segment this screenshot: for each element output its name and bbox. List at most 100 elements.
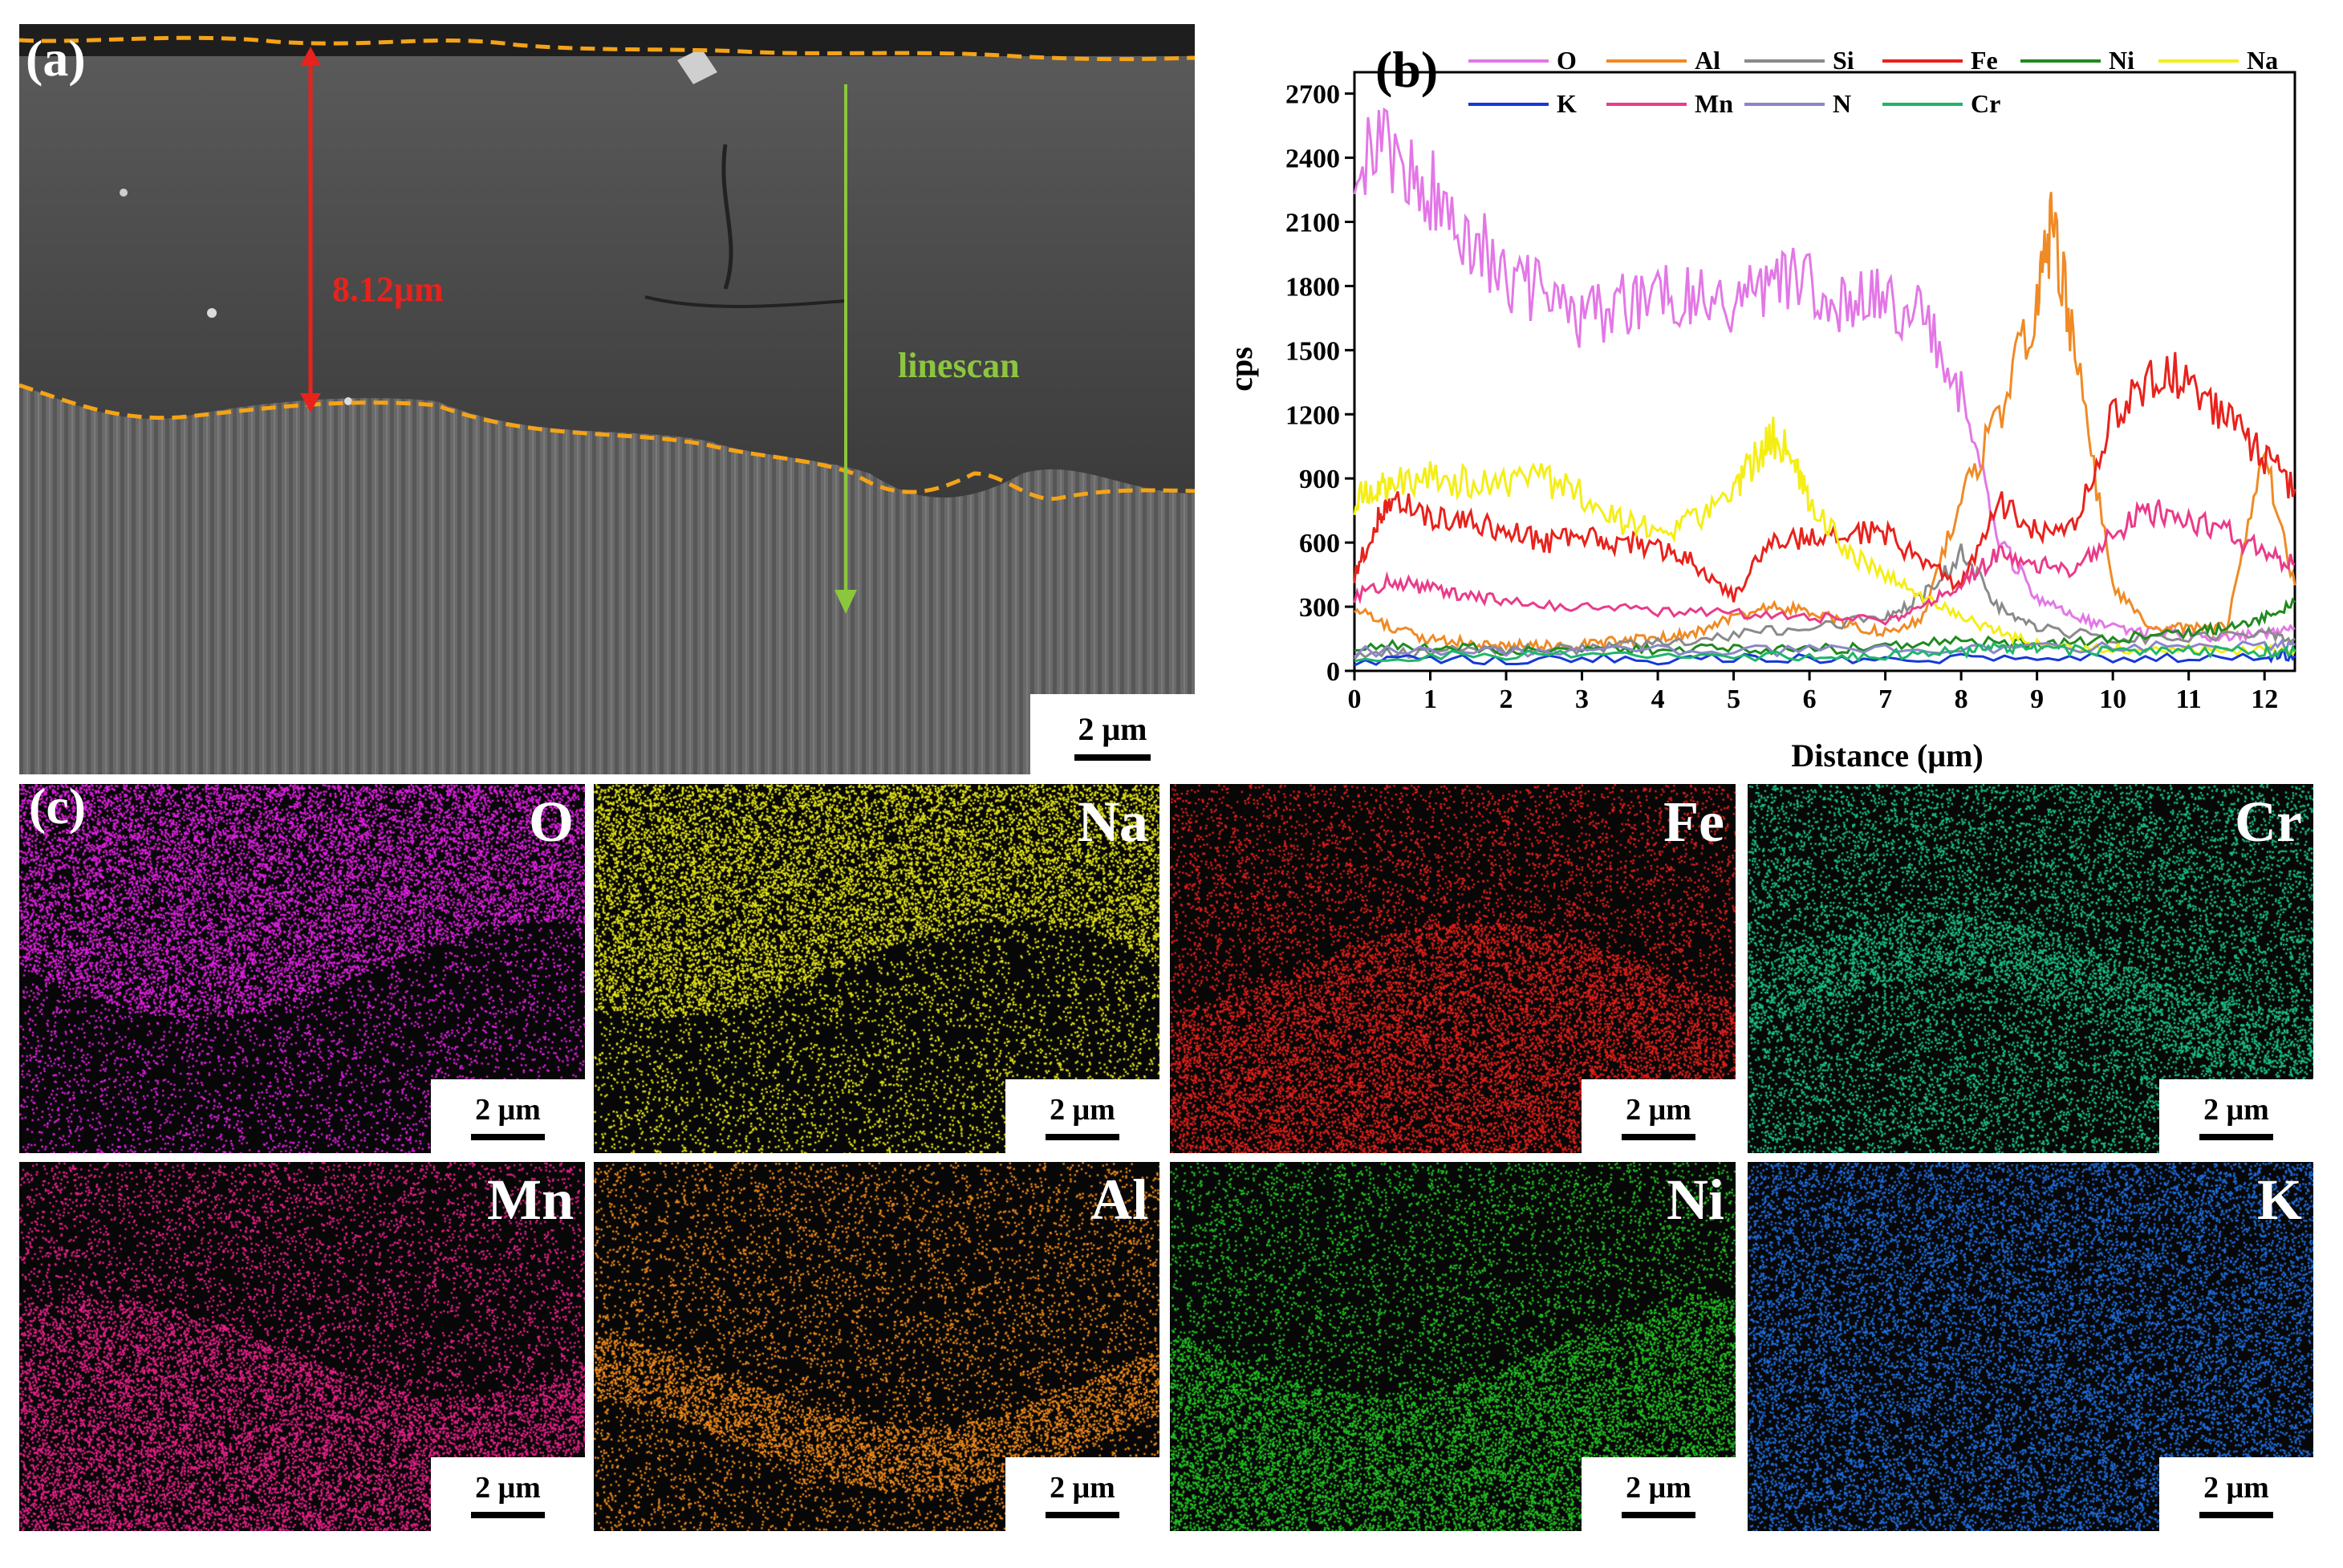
scale-bar: 2 μm: [2159, 1079, 2313, 1153]
scale-bar-text: 2 μm: [2203, 1093, 2269, 1127]
scale-bar: 2 μm: [431, 1457, 585, 1531]
y-tick-label: 2700: [1285, 80, 1340, 110]
x-tick-label: 5: [1727, 684, 1740, 714]
x-tick-label: 3: [1575, 684, 1589, 714]
legend-entry-al: Al: [1606, 46, 1720, 75]
linescan-chart: 0 1 2 3 4 5 6 7 8 9 10 11 12030060090012001500180021…: [1223, 41, 2296, 774]
legend-label: Cr: [1971, 89, 2000, 118]
scale-bar-line: [2199, 1512, 2273, 1518]
x-tick-label: 11: [2176, 684, 2202, 714]
linescan-label: linescan: [898, 346, 1020, 385]
legend-entry-o: O: [1468, 46, 1577, 75]
legend-label: Si: [1833, 46, 1854, 75]
y-tick-label: 900: [1299, 465, 1340, 494]
series-line-k: [1354, 649, 2296, 667]
series-line-al: [1353, 192, 2296, 652]
scale-bar-text: 2 μm: [1050, 1093, 1115, 1127]
scale-bar-text: 2 μm: [1626, 1093, 1691, 1127]
y-tick-label: 600: [1299, 529, 1340, 559]
linescan-arrow: [834, 84, 857, 614]
scale-bar-line: [1046, 1512, 1119, 1518]
element-label: Ni: [1667, 1168, 1724, 1232]
series-line-n: [1353, 638, 2296, 658]
legend-entry-fe: Fe: [1882, 46, 1998, 75]
scale-bar-line: [1074, 754, 1151, 761]
scale-bar-line: [1046, 1134, 1119, 1140]
series-line-mn: [1353, 499, 2296, 626]
legend-entry-k: K: [1468, 89, 1577, 118]
y-tick-label: 1800: [1285, 272, 1340, 302]
element-label: Fe: [1663, 790, 1724, 854]
panel-b-label: (b): [1375, 41, 1438, 98]
legend-entry-mn: Mn: [1606, 89, 1733, 118]
scale-bar-line: [1622, 1134, 1695, 1140]
scale-bar-text: 2 μm: [1078, 711, 1147, 747]
element-map-o: O 2 μm: [19, 784, 585, 1153]
scale-bar: 2 μm: [1005, 1457, 1159, 1531]
series-line-o: [1353, 107, 2296, 644]
scale-bar-line: [2199, 1134, 2273, 1140]
y-tick-label: 1200: [1285, 400, 1340, 430]
panel-a-scale-bar: 2 μm: [1030, 694, 1195, 774]
element-label: Na: [1078, 790, 1148, 854]
legend-label: N: [1833, 89, 1851, 118]
panel-a-sem-image: 8.12μm linescan (a) 2 μm: [19, 24, 1195, 774]
x-tick-label: 4: [1651, 684, 1665, 714]
legend-label: Fe: [1971, 46, 1998, 75]
legend-label: Na: [2247, 46, 2278, 75]
scale-bar: 2 μm: [1582, 1079, 1736, 1153]
legend-label: Ni: [2109, 46, 2134, 75]
oxide-bottom-boundary: [19, 383, 1195, 502]
scale-bar-text: 2 μm: [475, 1471, 541, 1505]
panel-c-label: (c): [29, 778, 87, 835]
legend-entry-n: N: [1744, 89, 1851, 118]
legend-label: Al: [1695, 46, 1720, 75]
scale-bar: 2 μm: [2159, 1457, 2313, 1531]
x-tick-label: 12: [2251, 684, 2278, 714]
element-map-k: K 2 μm: [1748, 1162, 2313, 1531]
x-tick-label: 10: [2099, 684, 2126, 714]
chart-y-axis-label: cps: [1223, 347, 1259, 392]
panel-a-label: (a): [26, 30, 86, 87]
element-label: Mn: [487, 1168, 574, 1232]
scale-bar: 2 μm: [431, 1079, 585, 1153]
element-map-ni: Ni 2 μm: [1170, 1162, 1736, 1531]
x-tick-label: 8: [1955, 684, 1968, 714]
element-label: Cr: [2235, 790, 2302, 854]
scale-bar-text: 2 μm: [2203, 1471, 2269, 1505]
x-tick-label: 9: [2030, 684, 2044, 714]
scale-bar-line: [1622, 1512, 1695, 1518]
legend-label: O: [1557, 46, 1577, 75]
x-tick-label: 7: [1878, 684, 1892, 714]
series-line-cr: [1354, 641, 2296, 663]
scale-bar-text: 2 μm: [475, 1093, 541, 1127]
element-map-fe: Fe 2 μm: [1170, 784, 1736, 1153]
scale-bar: 2 μm: [1005, 1079, 1159, 1153]
y-tick-label: 0: [1326, 657, 1340, 687]
legend-entry-cr: Cr: [1882, 89, 2000, 118]
x-tick-label: 0: [1348, 684, 1362, 714]
y-tick-label: 2400: [1285, 144, 1340, 174]
y-tick-label: 1500: [1285, 336, 1340, 366]
series-line-fe: [1353, 351, 2296, 603]
series-line-ni: [1354, 597, 2296, 656]
sem-image-graphic: 8.12μm linescan: [19, 24, 1195, 774]
scale-bar: 2 μm: [1582, 1457, 1736, 1531]
y-tick-label: 2100: [1285, 209, 1340, 238]
x-tick-label: 1: [1423, 684, 1437, 714]
legend-label: K: [1557, 89, 1577, 118]
panel-b-chart: 0 1 2 3 4 5 6 7 8 9 10 11 12 0 300 600 900 1200 1500 1800 21…: [1204, 24, 2343, 778]
oxide-scale-region: [19, 24, 1195, 498]
scale-bar-text: 2 μm: [1626, 1471, 1691, 1505]
element-label: O: [528, 790, 574, 854]
thickness-label: 8.12μm: [332, 270, 444, 309]
legend-entry-ni: Ni: [2020, 46, 2134, 75]
x-tick-label: 2: [1500, 684, 1513, 714]
element-map-cr: Cr 2 μm: [1748, 784, 2313, 1153]
scale-bar-line: [471, 1512, 545, 1518]
oxide-top-boundary: [19, 35, 1195, 62]
thickness-arrow: [300, 47, 321, 412]
element-map-al: Al 2 μm: [594, 1162, 1159, 1531]
plot-frame: [1353, 71, 2296, 672]
element-map-mn: Mn 2 μm: [19, 1162, 585, 1531]
